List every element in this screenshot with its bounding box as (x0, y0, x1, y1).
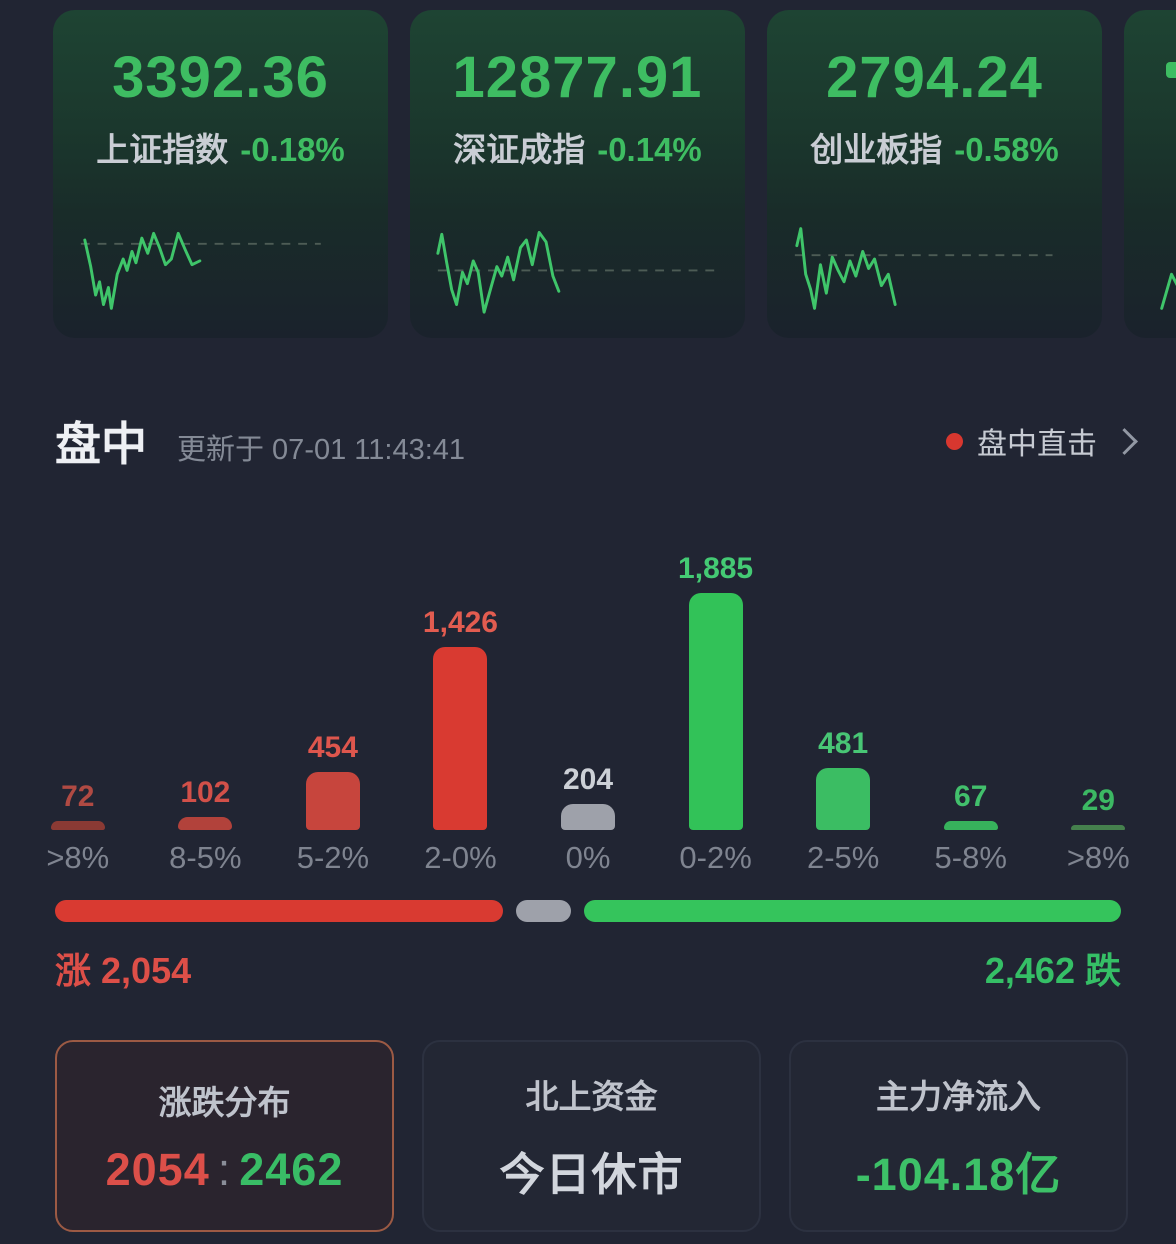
distribution-column: 454 5-2% (269, 552, 397, 876)
ratio-segment-flat (516, 900, 571, 922)
chevron-right-icon (1111, 427, 1138, 455)
decliners-count: 2,462 跌 (984, 950, 1121, 991)
index-card-3[interactable]: 2794.24 创业板指 -0.58% (767, 10, 1102, 338)
axis-label: 8-5% (169, 840, 242, 875)
index-value: 3392.36 (112, 45, 329, 110)
summary-card-value: 今日休市 (499, 1148, 684, 1200)
ratio-segment-up (55, 900, 504, 922)
axis-label: 2-5% (806, 840, 880, 875)
index-card-1[interactable]: 3392.36 上证指数 -0.18% (53, 10, 388, 338)
bar-stack: 67 (943, 552, 998, 830)
summary-card-value: 2054:2462 (106, 1144, 344, 1196)
index-cards-row: 3392.36 上证指数 -0.18% 12877.91 深证成指 -0.14% 2794.… (53, 10, 1176, 338)
bar-stack: 1,426 (423, 552, 498, 830)
index-sparkline (80, 231, 321, 310)
distribution-bar (178, 817, 233, 830)
split-separator: : (217, 1144, 232, 1195)
summary-cards-row: 涨跌分布 2054:2462 北上资金今日休市 主力净流入 -104.18亿 (55, 1040, 1128, 1232)
updown-distribution-card[interactable]: 涨跌分布 2054:2462 (55, 1040, 394, 1232)
bar-value-label: 102 (180, 776, 231, 809)
advancers-count: 涨 2,054 (55, 950, 192, 991)
index-sparkline (436, 230, 716, 314)
intraday-section-header: 盘中 更新于 07-01 11:43:41 盘中直击 (55, 408, 1138, 474)
index-card-2[interactable]: 12877.91 深证成指 -0.14% (410, 10, 745, 338)
distribution-column: 204 0% (524, 552, 652, 876)
index-meta: 创业板指 -0.58% (767, 123, 1102, 171)
index-value: 2794.24 (826, 45, 1043, 110)
bar-value-label: 29 (1081, 784, 1115, 817)
index-sparkline (794, 227, 1053, 310)
bar-stack: 204 (561, 552, 616, 830)
distribution-column: 72 >8% (14, 552, 142, 876)
summary-card-title: 主力净流入 (876, 1077, 1041, 1115)
distribution-column: 1,885 0-2% (652, 552, 780, 876)
bar-value-label: 1,885 (678, 552, 754, 585)
main-net-inflow-card[interactable]: 主力净流入 -104.18亿 (789, 1040, 1128, 1232)
axis-label: 5-2% (296, 840, 370, 875)
axis-label: 2-0% (424, 840, 497, 875)
northbound-funds-card[interactable]: 北上资金 今日休市 (422, 1040, 761, 1232)
summary-card-title: 北上资金 (525, 1077, 658, 1115)
red-dot-icon (946, 432, 963, 450)
distribution-bar (561, 804, 616, 830)
axis-label: 5-8% (934, 840, 1007, 875)
index-name: 创业板指 (810, 131, 943, 168)
index-meta: 上证指数 -0.18% (53, 123, 388, 171)
split-down-value: 2462 (239, 1144, 344, 1195)
index-change: -0.58% (954, 131, 1059, 168)
index-value: 12877.91 (452, 45, 703, 110)
summary-card-title: 涨跌分布 (158, 1084, 291, 1121)
intraday-live-label: 盘中直击 (977, 428, 1097, 461)
distribution-column: 67 5-8% (907, 552, 1035, 876)
bar-value-label: 454 (307, 731, 358, 764)
distribution-column: 102 8-5% (142, 552, 270, 876)
distribution-bar (305, 772, 360, 830)
intraday-live-link[interactable]: 盘中直击 (946, 419, 1138, 463)
index-meta: 深证成指 -0.14% (410, 123, 745, 171)
index-change: -0.14% (597, 131, 702, 168)
bar-value-label: 72 (61, 780, 95, 813)
distribution-column: 481 2-5% (779, 552, 907, 876)
distribution-bar (688, 593, 743, 830)
distribution-column: 1,426 2-0% (397, 552, 525, 876)
clipped-index-value-fragment (1166, 62, 1176, 78)
distribution-bar (816, 768, 871, 830)
bar-value-label: 67 (954, 780, 988, 813)
bar-stack: 72 (50, 552, 105, 830)
bar-stack: 454 (305, 552, 360, 830)
bar-stack: 481 (816, 552, 871, 830)
section-title: 盘中 (55, 418, 147, 470)
bar-value-label: 481 (818, 727, 869, 760)
index-name: 上证指数 (96, 131, 229, 168)
distribution-bar (50, 821, 105, 830)
index-name: 深证成指 (453, 131, 586, 168)
summary-card-value: -104.18亿 (855, 1148, 1062, 1200)
split-up-value: 2054 (105, 1144, 210, 1195)
distribution-column: 29 >8% (1035, 552, 1163, 876)
bar-stack: 29 (1071, 552, 1126, 830)
updated-timestamp: 更新于 07-01 11:43:41 (177, 434, 466, 466)
axis-label: 0% (565, 840, 611, 875)
advance-decline-totals: 涨 2,054 2,462 跌 (55, 942, 1121, 994)
advance-decline-distribution-chart: 72 >8% 102 8-5% 454 5-2% 1,426 2-0% 204 0% 1,885 0-… (14, 552, 1162, 876)
ratio-segment-down (583, 900, 1121, 922)
axis-label: 0-2% (679, 840, 752, 875)
distribution-bar (1071, 825, 1126, 830)
bar-value-label: 1,426 (422, 606, 498, 639)
index-card-partial[interactable] (1124, 10, 1176, 338)
axis-label: >8% (46, 840, 110, 875)
bar-stack: 1,885 (678, 552, 753, 830)
bar-stack: 102 (178, 552, 233, 830)
distribution-bar (433, 647, 488, 830)
distribution-bar (943, 821, 998, 830)
index-change: -0.18% (240, 131, 345, 168)
index-sparkline (1160, 272, 1176, 310)
bar-value-label: 204 (563, 763, 614, 796)
axis-label: >8% (1066, 840, 1130, 875)
advance-decline-ratio-bar (55, 900, 1121, 922)
